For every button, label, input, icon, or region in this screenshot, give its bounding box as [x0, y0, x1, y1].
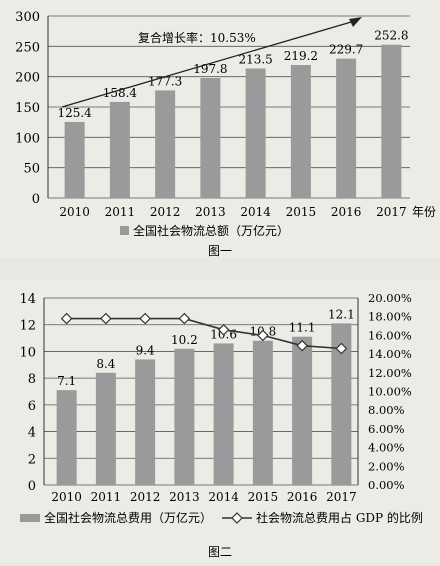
y-tick-label: 8 — [28, 372, 36, 387]
y-tick-label: 12 — [19, 319, 36, 334]
y2-tick-label: 14.00% — [368, 347, 412, 361]
y-tick-label: 2 — [28, 452, 36, 467]
x-tick-label: 2014 — [208, 490, 239, 504]
data-label: 197.8 — [193, 62, 227, 76]
x-tick-label: 2012 — [130, 490, 161, 504]
data-label: 7.1 — [57, 374, 76, 388]
line-point — [139, 312, 151, 325]
growth-annotation: 复合增长率：10.53% — [138, 30, 256, 45]
data-label: 229.7 — [329, 43, 363, 57]
data-label: 252.8 — [374, 29, 408, 43]
y2-tick-label: 12.00% — [368, 366, 412, 380]
legend-swatch — [120, 226, 129, 235]
growth-arrow — [61, 20, 356, 108]
y2-tick-label: 0.00% — [368, 478, 405, 492]
y-tick-label: 14 — [19, 292, 36, 307]
line-point — [60, 312, 73, 325]
x-tick-label: 2016 — [331, 205, 362, 219]
bar — [252, 340, 273, 485]
x-tick-label: 2010 — [51, 490, 82, 504]
bar — [336, 58, 357, 198]
y-tick-label: 250 — [15, 40, 40, 55]
line-point — [257, 329, 269, 342]
y2-tick-label: 2.00% — [368, 459, 405, 473]
x-tick-label: 2012 — [150, 205, 181, 219]
line-point — [178, 312, 191, 325]
y2-tick-label: 16.00% — [368, 328, 412, 342]
y-tick-label: 6 — [28, 399, 36, 414]
y-tick-label: 0 — [32, 192, 40, 207]
x-tick-label: 2015 — [248, 490, 279, 504]
bar — [56, 390, 77, 485]
y-tick-label: 0 — [28, 479, 36, 494]
y-tick-label: 100 — [15, 131, 40, 146]
line-point — [100, 312, 112, 325]
y2-tick-label: 4.00% — [368, 441, 405, 455]
legend-bar-swatch — [20, 514, 40, 522]
legend-line-marker — [231, 512, 243, 524]
data-label: 219.2 — [284, 49, 318, 63]
legend-line-label: 社会物流总费用占 GDP 的比例 — [256, 510, 423, 525]
bar — [109, 101, 130, 198]
bar — [381, 44, 402, 198]
x-axis-unit: 年份 — [412, 205, 436, 219]
figure-caption: 图一 — [208, 244, 232, 258]
bar — [155, 90, 176, 198]
y-tick-label: 200 — [15, 71, 40, 86]
figure-caption: 图二 — [208, 545, 232, 559]
x-tick-label: 2017 — [326, 490, 357, 504]
chart-2-svg: 0 2 4 6 8 10 12 14 0.00% 2.00% 4.00% 6.00% 8.00% 10.0… — [19, 291, 423, 559]
legend-bar-label: 全国社会物流总费用（万亿元） — [44, 510, 212, 525]
bar — [290, 65, 311, 198]
y-tick-label: 150 — [15, 101, 40, 116]
bar — [200, 78, 221, 198]
x-tick-label: 2010 — [59, 205, 90, 219]
bar — [245, 68, 266, 198]
data-label: 12.1 — [328, 307, 355, 321]
y2-tick-label: 18.00% — [368, 310, 412, 324]
x-tick-label: 2016 — [287, 490, 318, 504]
line-point — [335, 342, 348, 355]
x-tick-label: 2011 — [91, 490, 122, 504]
chart-1-svg: 0 50 100 150 200 250 300 125.4 2010 158.4 2011 177.… — [15, 10, 436, 258]
ratio-line — [66, 317, 342, 350]
x-tick-label: 2013 — [195, 205, 226, 219]
y-tick-label: 10 — [19, 345, 36, 360]
y-tick-label: 300 — [15, 10, 40, 25]
line-point — [217, 323, 230, 336]
y2-tick-label: 6.00% — [368, 422, 405, 436]
data-label: 11.1 — [289, 321, 316, 335]
data-label: 177.3 — [148, 74, 182, 88]
x-tick-label: 2015 — [286, 205, 317, 219]
bar — [331, 323, 352, 485]
data-label: 158.4 — [103, 86, 138, 100]
data-label: 10.2 — [171, 333, 198, 347]
y2-tick-label: 8.00% — [368, 403, 405, 417]
bar — [135, 359, 156, 485]
bar — [174, 348, 195, 485]
bar — [95, 372, 116, 485]
y-tick-label: 4 — [28, 426, 36, 441]
data-label: 125.4 — [57, 106, 92, 120]
growth-arrowhead — [349, 17, 362, 27]
chart-panel-2: 0 2 4 6 8 10 12 14 0.00% 2.00% 4.00% 6.00% 8.00% 10.0… — [0, 280, 440, 562]
y-tick-label: 50 — [23, 162, 40, 177]
x-tick-label: 2011 — [105, 205, 136, 219]
data-label: 8.4 — [96, 357, 115, 371]
data-label: 213.5 — [238, 52, 272, 66]
data-label: 9.4 — [136, 343, 155, 357]
y2-tick-label: 10.00% — [368, 385, 412, 399]
x-tick-label: 2013 — [169, 490, 200, 504]
bar — [213, 343, 234, 485]
bar — [64, 121, 85, 198]
legend-label: 全国社会物流总额（万亿元） — [133, 223, 289, 238]
x-tick-label: 2017 — [376, 205, 407, 219]
y2-tick-label: 20.00% — [368, 291, 412, 305]
line-point — [296, 339, 308, 352]
bar — [292, 336, 313, 485]
x-tick-label: 2014 — [240, 205, 271, 219]
chart-panel-1: 0 50 100 150 200 250 300 125.4 2010 158.4 2011 177.… — [0, 0, 440, 258]
